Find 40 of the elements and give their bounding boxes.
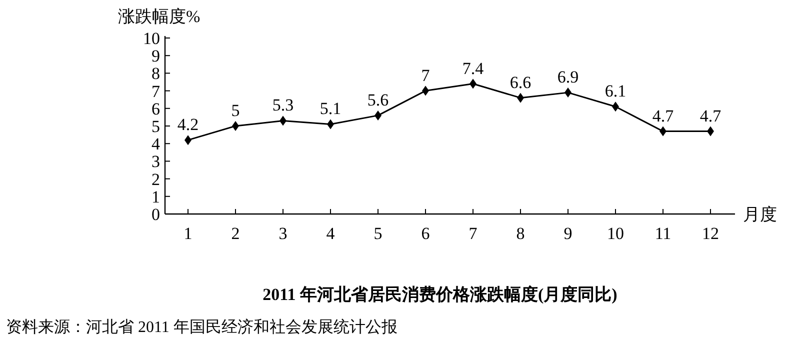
x-tick-label: 4 xyxy=(326,224,336,243)
y-tick-label: 6 xyxy=(152,99,160,118)
data-label: 4.7 xyxy=(700,106,722,126)
x-tick-label: 1 xyxy=(184,224,192,243)
x-tick-label: 5 xyxy=(374,224,382,243)
data-label: 6.9 xyxy=(557,68,579,87)
data-label: 5.6 xyxy=(367,90,389,110)
x-tick-label: 6 xyxy=(421,224,430,243)
y-tick-label: 0 xyxy=(152,205,160,224)
y-axis-title: 涨跌幅度% xyxy=(118,7,200,26)
x-tick-label: 11 xyxy=(654,224,672,243)
data-label: 4.7 xyxy=(652,106,674,126)
x-tick-label: 8 xyxy=(516,224,525,243)
x-tick-label: 10 xyxy=(607,224,624,243)
text: 资料来源：河北省 2011 年国民经济和社会发展统计公报 xyxy=(6,318,398,336)
y-tick-label: 8 xyxy=(152,64,160,84)
x-axis-title: 月度 xyxy=(743,205,777,224)
data-label: 7 xyxy=(421,66,430,85)
x-tick-label: 2 xyxy=(231,224,240,243)
y-tick-label: 5 xyxy=(152,117,160,136)
y-tick-label: 9 xyxy=(152,46,160,66)
y-tick-label: 3 xyxy=(152,152,160,172)
point xyxy=(232,121,239,131)
x-tick-label: 9 xyxy=(564,224,572,243)
data-label: 6.1 xyxy=(604,82,626,101)
data-label: 4.2 xyxy=(177,115,199,134)
data-label: 5.3 xyxy=(272,96,294,115)
data-label: 5 xyxy=(231,101,240,120)
y-tick-label: 4 xyxy=(152,134,160,154)
x-tick-label: 3 xyxy=(278,224,288,243)
y-tick-label: 2 xyxy=(152,170,160,189)
data-label: 6.6 xyxy=(510,72,532,92)
y-tick-label: 7 xyxy=(152,82,160,101)
data-label: 5.1 xyxy=(320,99,342,118)
x-tick-label: 12 xyxy=(702,224,719,243)
text: 2011 年河北省居民消费价格涨跌幅度(月度同比) xyxy=(262,285,618,304)
x-tick-label: 7 xyxy=(468,224,478,243)
y-tick-label: 10 xyxy=(143,29,160,48)
y-tick-label: 1 xyxy=(152,187,160,206)
data-label: 7.4 xyxy=(462,58,484,78)
